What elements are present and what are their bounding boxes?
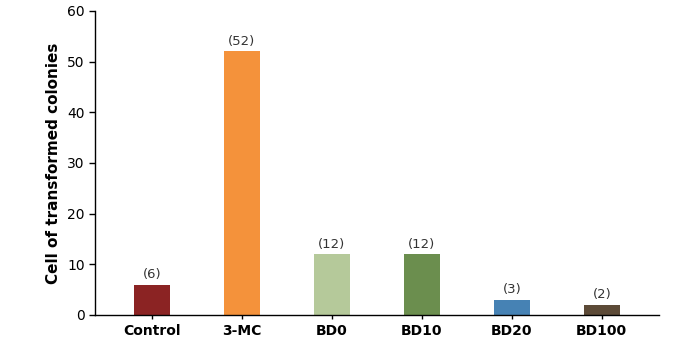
Bar [314, 254, 350, 315]
Text: (2): (2) [592, 288, 611, 301]
Bar [584, 305, 620, 315]
Bar [224, 51, 260, 315]
Text: (3): (3) [502, 283, 521, 296]
Bar [494, 300, 530, 315]
Text: (52): (52) [228, 35, 255, 48]
Bar [134, 285, 170, 315]
Text: (6): (6) [143, 268, 161, 281]
Text: (12): (12) [318, 237, 346, 251]
Text: (12): (12) [408, 237, 435, 251]
Y-axis label: Cell of transformed colonies: Cell of transformed colonies [46, 42, 62, 283]
Bar [404, 254, 440, 315]
